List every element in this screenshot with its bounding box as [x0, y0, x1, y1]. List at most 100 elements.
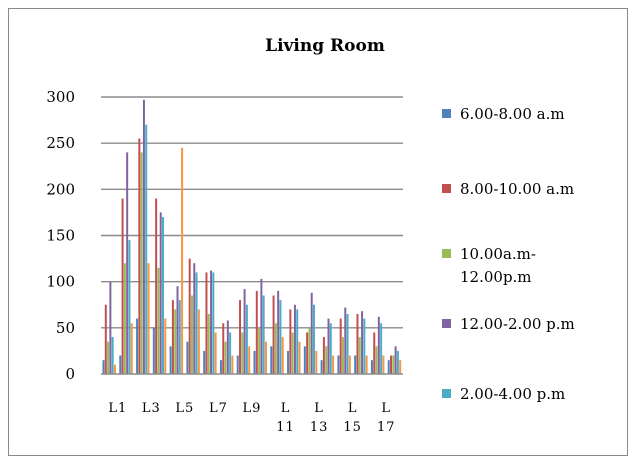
- bar: [296, 309, 299, 374]
- bar: [303, 346, 306, 374]
- bar: [320, 360, 323, 374]
- bar: [380, 323, 383, 374]
- bar: [119, 355, 122, 374]
- x-tick-label: L9: [243, 401, 262, 416]
- bar: [289, 309, 292, 374]
- bar: [291, 332, 294, 374]
- bar: [287, 350, 290, 374]
- x-tick-label: L 13: [310, 401, 329, 435]
- bar: [361, 311, 364, 374]
- bar: [329, 323, 332, 374]
- bar: [365, 355, 368, 374]
- bar: [138, 138, 141, 374]
- bar: [348, 355, 351, 374]
- bar: [387, 360, 390, 374]
- bar: [339, 318, 342, 374]
- legend-entry: 6.00-8.00 a.m: [442, 105, 565, 123]
- bar: [222, 323, 225, 374]
- bar: [377, 316, 380, 374]
- bar: [306, 332, 309, 374]
- chart-frame: Living Room 0 50 100 150 200 250 300 L1 L3 L5 L7 L…: [8, 8, 628, 456]
- bar: [356, 313, 359, 374]
- bar: [264, 341, 267, 374]
- bar-series: [113, 147, 402, 374]
- bar: [255, 290, 258, 374]
- bar: [394, 346, 397, 374]
- bar: [147, 263, 150, 374]
- bar: [224, 341, 227, 374]
- legend-label: 8.00-10.00 a.m: [460, 180, 574, 198]
- bar: [248, 346, 251, 374]
- bar: [176, 286, 179, 374]
- bar: [337, 355, 340, 374]
- legend-swatch: [442, 249, 451, 258]
- bar: [241, 332, 244, 374]
- legend: 6.00-8.00 a.m 8.00-10.00 a.m 10.00a.m-12.0…: [442, 105, 575, 403]
- bar: [315, 350, 318, 374]
- bar: [126, 152, 129, 374]
- bar: [392, 355, 395, 374]
- bar: [253, 350, 256, 374]
- bar: [188, 258, 191, 374]
- bar: [193, 263, 196, 374]
- y-tick-label: 200: [46, 180, 75, 198]
- bar: [293, 304, 296, 374]
- bar: [155, 198, 158, 374]
- bar: [236, 355, 239, 374]
- bar: [382, 355, 385, 374]
- bar: [186, 341, 189, 374]
- legend-swatch: [442, 319, 451, 328]
- legend-entry: 8.00-10.00 a.m: [442, 180, 574, 198]
- bar: [136, 318, 139, 374]
- bar: [354, 355, 357, 374]
- bar: [140, 152, 143, 374]
- bar: [162, 217, 165, 374]
- bar: [121, 198, 124, 374]
- bar: [152, 327, 155, 374]
- bar: [109, 281, 112, 374]
- bar: [313, 304, 316, 374]
- x-tick-label: L 15: [343, 401, 362, 435]
- y-tick-label: 250: [46, 134, 75, 152]
- bar: [272, 295, 275, 374]
- bar-series: [102, 318, 390, 374]
- bars: [102, 99, 402, 375]
- bar: [130, 323, 133, 374]
- y-axis-ticks: 0 50 100 150 200 250 300: [46, 88, 75, 383]
- bar-series: [104, 138, 393, 374]
- bar: [210, 270, 213, 374]
- bar: [341, 337, 344, 374]
- bar: [164, 318, 167, 374]
- bar: [399, 360, 402, 374]
- chart-title: Living Room: [265, 36, 385, 56]
- x-axis-ticks: L1 L3 L5 L7 L9 L 11 L 13 L 15 L 17: [108, 401, 394, 435]
- bar: [298, 341, 301, 374]
- bar: [190, 295, 193, 374]
- bar-series: [107, 152, 395, 374]
- x-tick-label: L7: [209, 401, 228, 416]
- bar: [332, 355, 335, 374]
- bar: [157, 267, 160, 374]
- bar: [113, 364, 116, 374]
- bar: [281, 337, 284, 374]
- bar: [373, 332, 376, 374]
- bar: [229, 332, 232, 374]
- x-tick-label: L1: [108, 401, 127, 416]
- bar: [363, 318, 366, 374]
- bar: [203, 350, 206, 374]
- bar: [258, 327, 261, 374]
- x-tick-label: L3: [142, 401, 161, 416]
- x-tick-label: L 11: [276, 401, 295, 435]
- bar: [207, 313, 210, 374]
- legend-swatch: [442, 184, 451, 193]
- legend-label: 6.00-8.00 a.m: [460, 105, 565, 123]
- bar: [370, 360, 373, 374]
- bar: [231, 355, 234, 374]
- bar: [214, 332, 217, 374]
- bar: [270, 346, 273, 374]
- bar: [327, 318, 330, 374]
- bar: [169, 346, 172, 374]
- bar: [171, 300, 174, 374]
- bar: [226, 320, 229, 374]
- bar: [239, 300, 242, 374]
